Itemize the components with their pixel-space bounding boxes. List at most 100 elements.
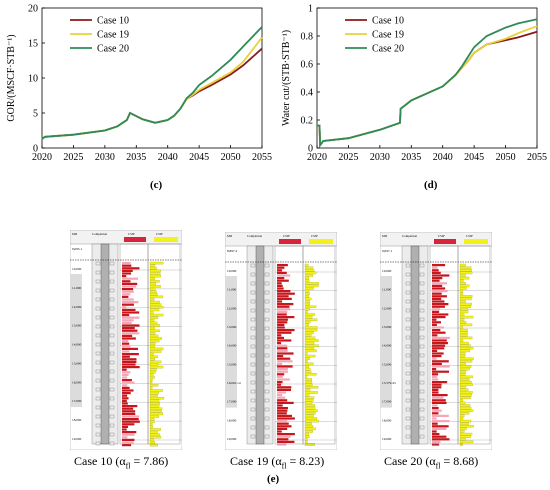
csip-yellow-bar xyxy=(459,365,472,368)
csip-yellow-bar xyxy=(304,305,317,308)
csip-red-bar xyxy=(277,352,294,355)
csip-yellow-bar xyxy=(149,285,161,288)
csip-red-bar xyxy=(277,381,283,384)
csip-yellow-bar xyxy=(149,417,155,421)
csip-yellow-bar xyxy=(149,436,162,439)
packer-left xyxy=(95,288,101,293)
csip-yellow-bar xyxy=(149,295,164,299)
packer-right xyxy=(264,281,270,286)
log-header-label: CSIP xyxy=(438,234,445,238)
csip-red-bar xyxy=(122,347,138,350)
x-tick-label: 2030 xyxy=(370,152,390,163)
csip-red-bar xyxy=(122,316,140,319)
csip-red-bar xyxy=(432,365,450,368)
csip-red-bar xyxy=(277,334,282,337)
packer-left xyxy=(250,407,256,412)
csip-red-bar xyxy=(432,381,448,384)
csip-red-bar xyxy=(122,267,140,270)
csip-yellow-bar xyxy=(304,276,309,280)
packer-left xyxy=(95,396,101,401)
csip-yellow-bar xyxy=(149,412,164,416)
x-tick-label: 2040 xyxy=(158,152,178,163)
csip-yellow-bar xyxy=(304,373,317,376)
packer-right xyxy=(264,290,270,295)
csip-red-bar xyxy=(122,363,136,366)
log-depth-label: 17,000 xyxy=(382,400,392,405)
log-header-red xyxy=(124,237,146,242)
packer-left xyxy=(95,279,101,284)
csip-yellow-bar xyxy=(149,423,153,426)
legend-label: Case 19 xyxy=(372,30,404,41)
log-depth-label: 12,000 xyxy=(72,305,82,310)
csip-red-bar xyxy=(432,404,438,407)
packer-left xyxy=(405,407,411,412)
packer-left xyxy=(250,326,256,331)
csip-yellow-bar xyxy=(149,368,157,371)
csip-red-bar xyxy=(122,353,139,356)
packer-right xyxy=(419,389,425,394)
csip-yellow-bar xyxy=(304,352,308,355)
csip-red-bar xyxy=(277,362,283,365)
x-tick-label: 2045 xyxy=(189,152,209,163)
packer-left xyxy=(95,432,101,437)
csip-yellow-bar xyxy=(459,362,466,366)
csip-red-bar xyxy=(122,392,131,395)
packer-right xyxy=(419,362,425,367)
csip-yellow-bar xyxy=(149,298,155,301)
csip-yellow-bar xyxy=(149,316,159,319)
csip-yellow-bar xyxy=(459,321,467,324)
csip-yellow-bar xyxy=(459,334,468,337)
log-depth-label: 11,000 xyxy=(72,286,82,291)
csip-red-bar xyxy=(277,388,292,391)
csip-yellow-bar xyxy=(304,344,319,347)
csip-red-bar xyxy=(432,277,443,280)
csip-red-bar xyxy=(432,336,450,339)
csip-red-bar xyxy=(122,303,134,306)
csip-red-bar xyxy=(122,321,132,324)
y-axis-label: GOR/(MSCF·STB⁻¹) xyxy=(6,34,17,121)
csip-red-bar xyxy=(277,290,291,293)
csip-red-bar xyxy=(277,360,293,363)
csip-red-bar xyxy=(122,298,134,301)
yellow-track xyxy=(457,245,491,445)
csip-red-bar xyxy=(432,388,439,391)
packer-right xyxy=(264,371,270,376)
csip-yellow-bar xyxy=(304,302,310,306)
packer-right xyxy=(419,326,425,331)
csip-yellow-bar xyxy=(304,367,311,371)
csip-yellow-bar xyxy=(459,401,466,405)
csip-yellow-bar xyxy=(149,389,163,392)
log-depth-label: 15,000 xyxy=(227,362,237,367)
csip-red-bar xyxy=(432,287,446,290)
csip-red-bar xyxy=(122,405,138,408)
csip-red-bar xyxy=(122,394,128,397)
csip-yellow-bar xyxy=(149,376,155,379)
csip-red-bar xyxy=(122,327,135,330)
packer-left xyxy=(95,378,101,383)
packer-left xyxy=(95,324,101,329)
csip-red-bar xyxy=(277,329,295,332)
csip-yellow-bar xyxy=(304,409,318,412)
packer-left xyxy=(250,290,256,295)
csip-yellow-bar xyxy=(304,341,315,345)
log-depth-label: 18,000 xyxy=(72,418,82,423)
csip-yellow-bar xyxy=(149,277,155,280)
packer-left xyxy=(405,335,411,340)
csip-red-bar xyxy=(432,399,446,402)
csip-yellow-bar xyxy=(459,308,469,311)
csip-red-bar xyxy=(122,371,131,374)
csip-yellow-bar xyxy=(149,319,155,322)
csip-yellow-bar xyxy=(304,308,310,311)
csip-yellow-bar xyxy=(304,399,314,402)
csip-yellow-bar xyxy=(304,287,314,290)
packer-left xyxy=(405,344,411,349)
csip-yellow-bar xyxy=(304,362,314,366)
packer-right xyxy=(264,353,270,358)
packer-right xyxy=(264,425,270,430)
csip-yellow-bar xyxy=(459,427,467,431)
packer-left xyxy=(95,270,101,275)
csip-yellow-bar xyxy=(149,342,156,345)
csip-yellow-bar xyxy=(149,373,154,377)
packer-right xyxy=(109,315,115,320)
csip-yellow-bar xyxy=(459,443,463,446)
